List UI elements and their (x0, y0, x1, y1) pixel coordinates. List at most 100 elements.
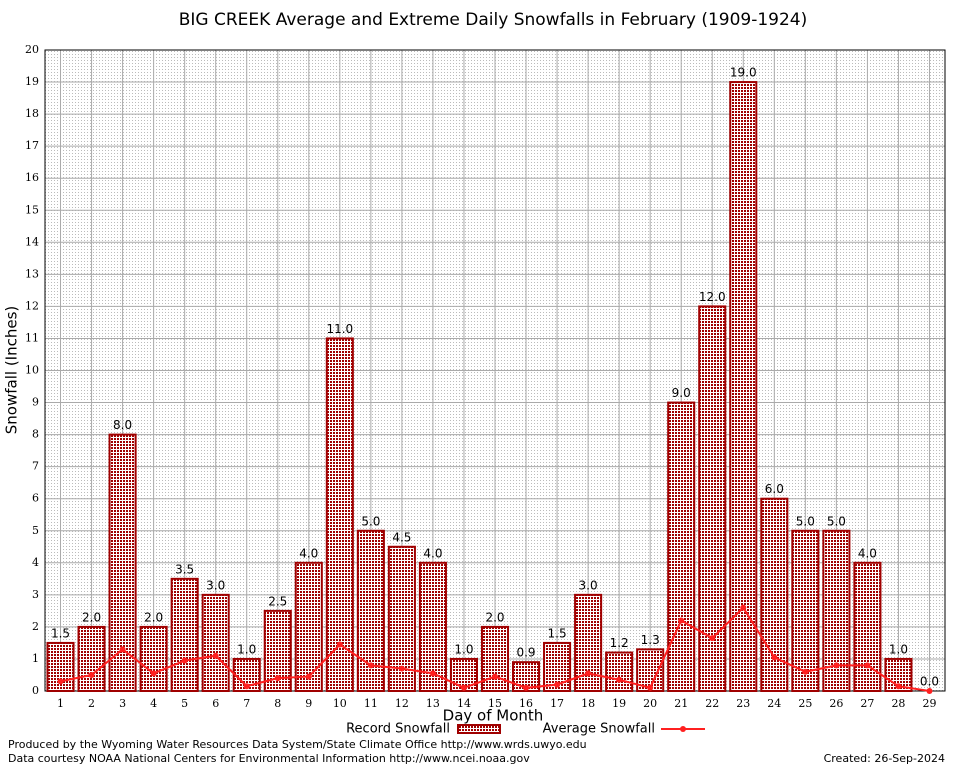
bar (325, 337, 354, 692)
x-tick-label: 7 (243, 697, 250, 710)
value-label: 2.0 (144, 610, 163, 624)
x-tick-label: 26 (829, 697, 843, 710)
bar (698, 305, 727, 692)
bar (791, 529, 820, 692)
y-tick-label: 12 (25, 299, 39, 312)
footer-line: Data courtesy NOAA National Centers for … (8, 752, 530, 765)
bar (108, 433, 137, 692)
y-tick-label: 14 (25, 235, 39, 248)
x-tick-label: 16 (519, 697, 533, 710)
bar (294, 561, 323, 692)
footer-line: Produced by the Wyoming Water Resources … (8, 738, 587, 751)
x-tick-label: 20 (643, 697, 657, 710)
x-tick-label: 1 (57, 697, 64, 710)
x-tick-label: 18 (581, 697, 595, 710)
bar (853, 561, 882, 692)
value-label: 6.0 (765, 482, 784, 496)
point (740, 604, 747, 611)
point (585, 670, 592, 677)
point (895, 683, 902, 690)
point (243, 683, 250, 690)
point (305, 673, 312, 680)
value-label: 12.0 (699, 290, 726, 304)
value-label: 8.0 (113, 418, 132, 432)
point (802, 668, 809, 675)
x-tick-label: 29 (922, 697, 936, 710)
bar (77, 625, 106, 693)
value-label: 5.0 (361, 514, 380, 528)
legend-label: Record Snowfall (346, 722, 450, 737)
value-label: 1.3 (641, 633, 660, 647)
legend-marker (680, 726, 686, 732)
x-tick-label: 25 (798, 697, 812, 710)
value-label: 11.0 (326, 322, 353, 336)
x-tick-label: 10 (333, 697, 347, 710)
value-label: 3.0 (206, 578, 225, 592)
x-tick-label: 13 (426, 697, 440, 710)
point (678, 617, 685, 624)
value-label: 2.0 (82, 610, 101, 624)
bar (636, 648, 665, 693)
x-tick-label: 22 (705, 697, 719, 710)
value-label: 1.5 (548, 626, 567, 640)
x-tick-label: 9 (305, 697, 312, 710)
point (429, 670, 436, 677)
x-tick-label: 21 (674, 697, 688, 710)
bar (46, 641, 75, 692)
y-tick-label: 3 (32, 588, 39, 601)
x-tick-label: 14 (457, 697, 471, 710)
x-tick-label: 3 (119, 697, 126, 710)
bar (232, 657, 261, 693)
point (150, 670, 157, 677)
value-label: 1.2 (610, 636, 629, 650)
chart-title: BIG CREEK Average and Extreme Daily Snow… (179, 10, 808, 30)
x-tick-label: 17 (550, 697, 564, 710)
bar (543, 641, 572, 692)
point (336, 641, 343, 648)
point (57, 678, 64, 685)
x-tick-label: 15 (488, 697, 502, 710)
y-tick-label: 6 (32, 492, 39, 505)
value-label: 4.0 (858, 546, 877, 560)
x-tick-label: 23 (736, 697, 750, 710)
point (212, 652, 219, 659)
value-label: 4.0 (299, 546, 318, 560)
value-label: 3.5 (175, 562, 194, 576)
point (647, 684, 654, 691)
y-tick-label: 8 (32, 428, 39, 441)
bar (418, 561, 447, 692)
value-label: 2.5 (268, 594, 287, 608)
y-tick-label: 13 (25, 267, 39, 280)
y-tick-label: 18 (25, 107, 39, 120)
y-tick-label: 5 (32, 524, 39, 537)
x-tick-label: 11 (364, 697, 378, 710)
y-tick-label: 15 (25, 203, 39, 216)
value-label: 4.0 (423, 546, 442, 560)
value-label: 1.0 (454, 642, 473, 656)
value-label: 9.0 (672, 386, 691, 400)
x-tick-label: 12 (395, 697, 409, 710)
value-label: 0.0 (920, 675, 939, 689)
bar (667, 401, 696, 692)
x-tick-label: 28 (891, 697, 905, 710)
point (926, 688, 933, 694)
bar (480, 625, 510, 693)
y-tick-label: 11 (25, 331, 39, 344)
value-label: 5.0 (827, 514, 846, 528)
value-label: 2.0 (485, 610, 504, 624)
bar (884, 657, 913, 693)
bar (760, 497, 789, 693)
point (771, 654, 778, 661)
x-tick-label: 27 (860, 697, 874, 710)
bar (201, 593, 230, 692)
y-tick-label: 20 (25, 43, 39, 56)
value-label: 1.0 (889, 642, 908, 656)
x-tick-label: 8 (274, 697, 281, 710)
y-axis-label: Snowfall (Inches) (3, 306, 21, 434)
bar (729, 81, 758, 693)
point (181, 657, 188, 664)
bar (605, 651, 634, 692)
y-tick-label: 19 (25, 75, 39, 88)
bar (170, 577, 199, 693)
